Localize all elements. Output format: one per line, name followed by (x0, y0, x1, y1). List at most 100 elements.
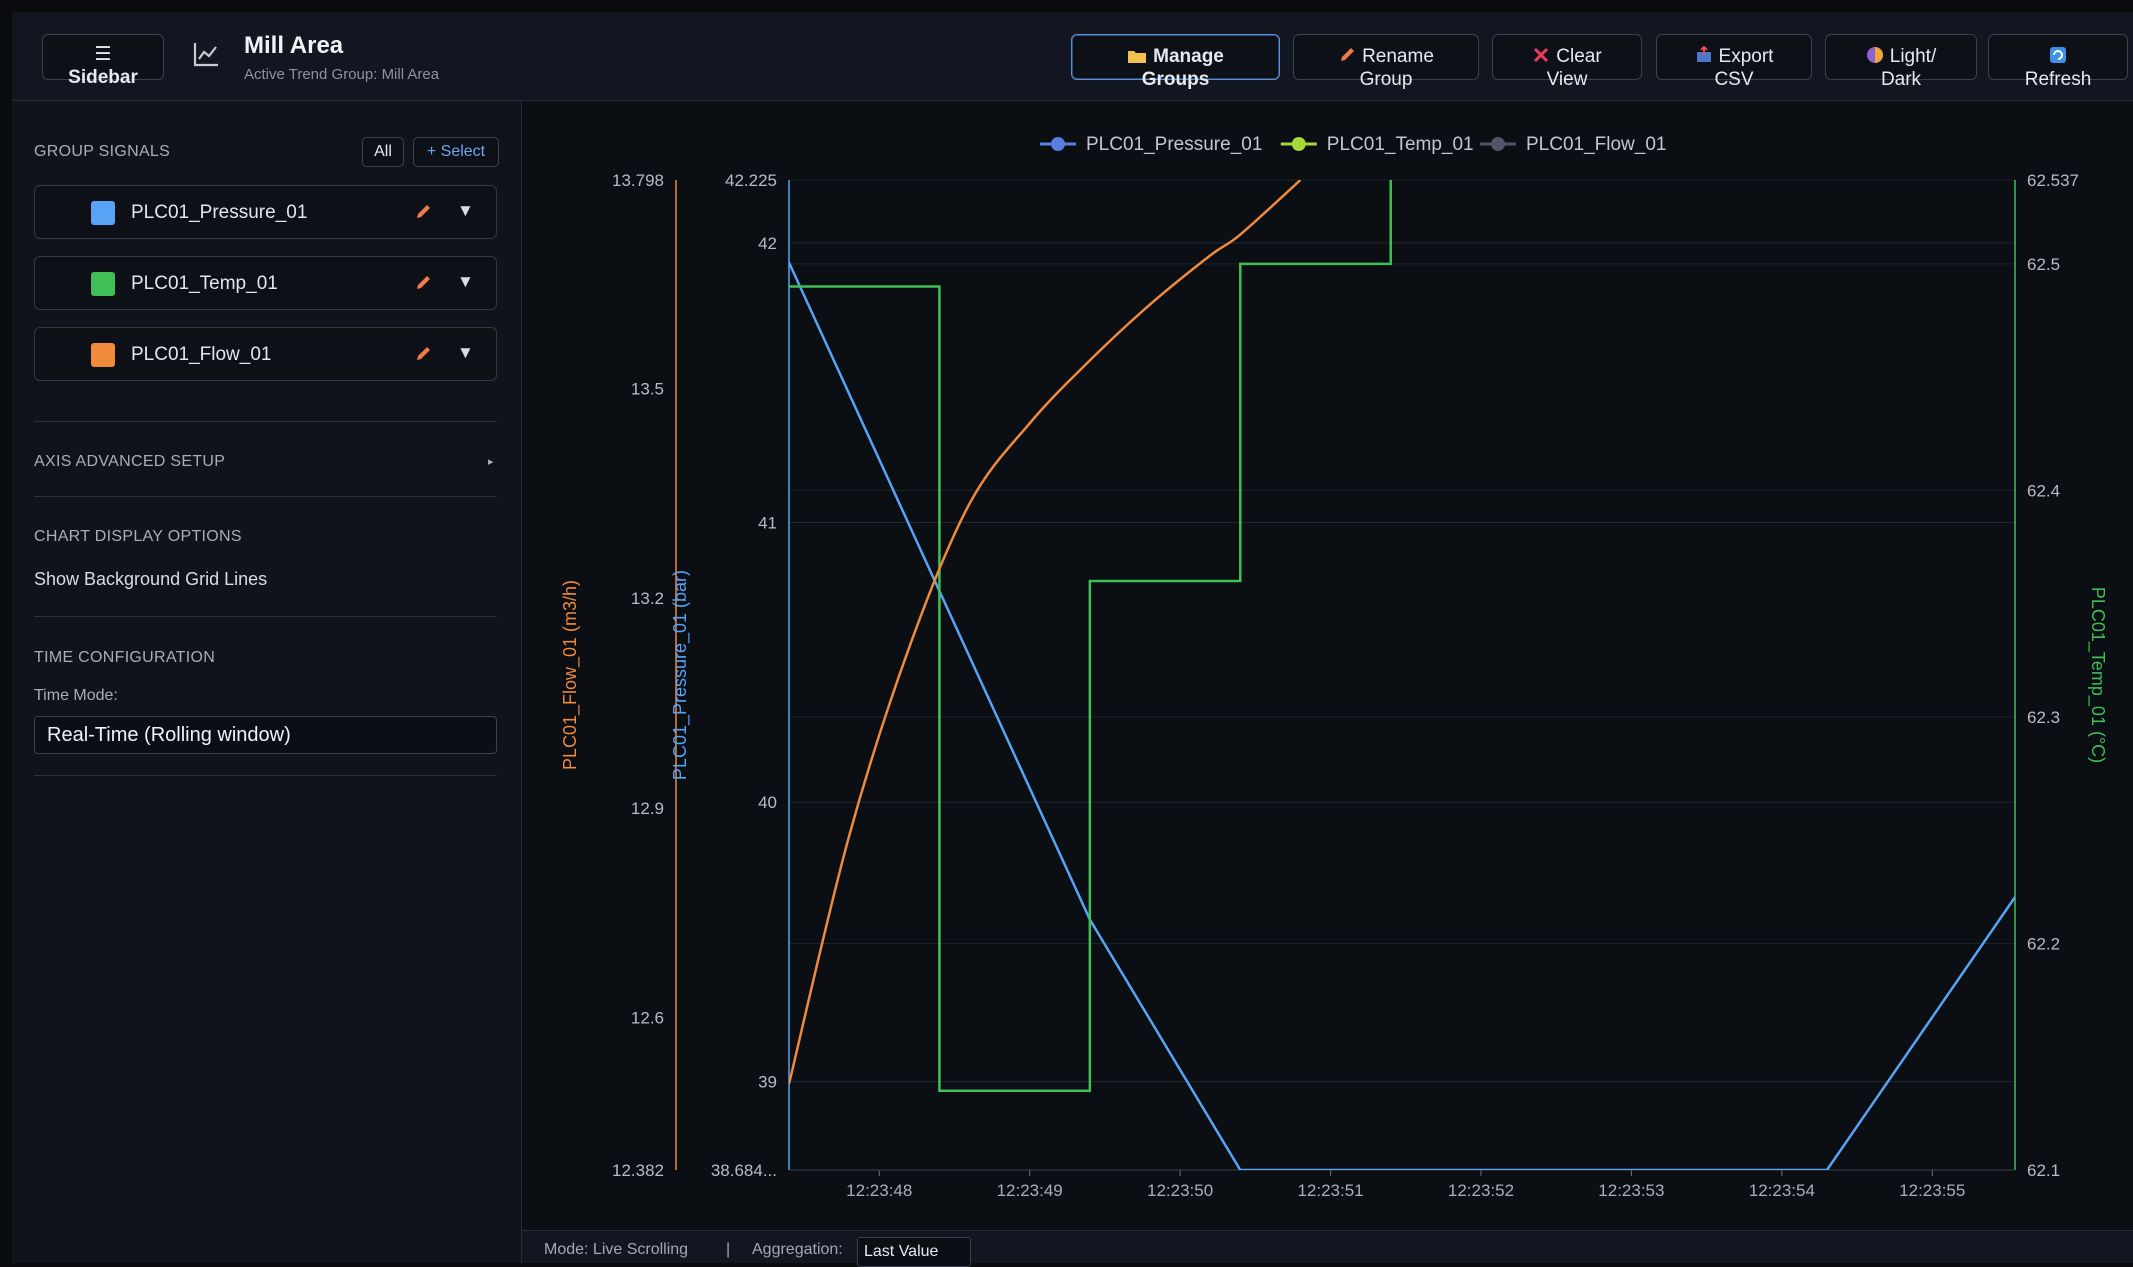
x-tick-label: 12:23:48 (846, 1181, 912, 1200)
mode-status: Mode: Live Scrolling (544, 1241, 689, 1258)
refresh-icon (2050, 47, 2066, 63)
clear-view-label1: Clear (1556, 46, 1602, 67)
show-grid-lines-option[interactable]: Show Background Grid Lines (34, 569, 268, 589)
export-csv-label1: Export (1718, 46, 1774, 67)
pencil-icon[interactable] (415, 344, 433, 362)
sidebar-panel: GROUP SIGNALS All + Select PLC01_Pressur… (12, 101, 522, 1263)
flow-tick-label: 13.2 (631, 589, 664, 608)
pressure-tick-label: 42 (758, 234, 777, 253)
folder-icon (1128, 51, 1147, 63)
flow-tick-label: 12.6 (631, 1009, 664, 1028)
signal-row-pressure[interactable]: PLC01_Pressure_01 ▼ (34, 185, 497, 239)
time-mode-select[interactable]: Real-Time (Rolling window) (34, 716, 497, 754)
chart-panel: 12:23:48 12:23:49 12:23:50 12:23:51 12:23:52… (522, 101, 2133, 1263)
chevron-down-icon[interactable]: ▼ (457, 343, 474, 362)
close-icon (1534, 47, 1549, 63)
temp-tick-label: 62.1 (2027, 1161, 2060, 1180)
divider (34, 421, 497, 422)
pencil-icon (1341, 48, 1355, 61)
x-tick-label: 12:23:50 (1147, 1181, 1213, 1200)
chevron-down-icon[interactable]: ▼ (457, 201, 474, 220)
temp-tick-label: 62.2 (2027, 934, 2060, 953)
pressure-tick-label: 41 (758, 513, 777, 532)
x-tick-label: 12:23:55 (1899, 1181, 1965, 1200)
refresh-button[interactable]: Refresh (1988, 34, 2128, 90)
signal-color-swatch[interactable] (91, 343, 115, 367)
time-mode-label: Time Mode: (34, 687, 118, 704)
trend-chart-icon (193, 43, 218, 67)
page-title: Mill Area (244, 32, 344, 59)
signal-row-temp[interactable]: PLC01_Temp_01 ▼ (34, 256, 497, 310)
pressure-tick-label: 40 (758, 793, 777, 812)
flow-tick-label: 12.9 (631, 799, 664, 818)
group-signals-title: GROUP SIGNALS (34, 143, 171, 160)
clear-view-button[interactable]: Clear View (1492, 34, 1642, 90)
manage-groups-label1: Manage (1153, 46, 1224, 67)
legend-marker (1491, 137, 1505, 151)
series-line-temp (789, 180, 1392, 1092)
chevron-right-icon[interactable]: ▸ (488, 456, 494, 468)
signal-name: PLC01_Pressure_01 (131, 202, 308, 223)
pressure-tick-label: 42.225 (725, 171, 777, 190)
signal-color-swatch[interactable] (91, 272, 115, 296)
x-tick-label: 12:23:49 (997, 1181, 1063, 1200)
signal-row-flow[interactable]: PLC01_Flow_01 ▼ (34, 327, 497, 381)
rename-group-label2: Group (1359, 69, 1413, 90)
x-tick-label: 12:23:52 (1448, 1181, 1514, 1200)
series-line-flow (789, 180, 1302, 1085)
divider (34, 775, 497, 776)
flow-tick-label: 12.382 (612, 1161, 664, 1180)
axis-advanced-setup-toggle[interactable]: AXIS ADVANCED SETUP (34, 453, 226, 470)
legend-label: PLC01_Pressure_01 (1086, 134, 1262, 155)
select-signals-button[interactable]: + Select (413, 137, 499, 167)
aggregation-label: Aggregation: (752, 1241, 843, 1258)
manage-groups-button[interactable]: Manage Groups (1071, 34, 1280, 90)
signal-color-swatch[interactable] (91, 201, 115, 225)
temp-tick-label: 62.3 (2027, 708, 2060, 727)
status-bar: Mode: Live Scrolling | Aggregation: Last… (522, 1230, 2133, 1267)
clear-view-label2: View (1546, 69, 1588, 90)
pencil-icon[interactable] (415, 202, 433, 220)
app-window: ☰ Sidebar Mill Area Active Trend Group: … (12, 12, 2133, 1267)
x-tick-label: 12:23:53 (1598, 1181, 1664, 1200)
legend-marker (1291, 137, 1306, 151)
signal-name: PLC01_Flow_01 (131, 344, 272, 365)
theme-toggle-label2: Dark (1880, 69, 1922, 90)
export-csv-label2: CSV (1714, 69, 1754, 90)
temp-tick-label: 62.5 (2027, 255, 2060, 274)
pencil-icon[interactable] (415, 273, 433, 291)
legend-marker (1051, 137, 1065, 151)
export-csv-button[interactable]: Export CSV (1656, 34, 1812, 90)
temp-axis-title: PLC01_Temp_01 (°C) (2087, 587, 2108, 763)
manage-groups-label2: Groups (1141, 69, 1210, 90)
chart-display-options-title: CHART DISPLAY OPTIONS (34, 528, 242, 545)
sidebar-toggle-label: Sidebar (68, 67, 138, 88)
sidebar-toggle-button[interactable]: ☰ Sidebar (42, 34, 164, 88)
x-tick-label: 12:23:54 (1749, 1181, 1815, 1200)
select-all-button[interactable]: All (362, 137, 404, 167)
page-subtitle: Active Trend Group: Mill Area (244, 66, 440, 83)
chevron-down-icon[interactable]: ▼ (457, 272, 474, 291)
theme-toggle-button[interactable]: Light/ Dark (1825, 34, 1977, 90)
aggregation-select[interactable]: Last Value (857, 1237, 971, 1267)
theme-icon (1866, 47, 1883, 63)
rename-group-label1: Rename (1362, 46, 1434, 67)
trend-chart[interactable]: 12:23:48 12:23:49 12:23:50 12:23:51 12:23:52… (522, 101, 2133, 1243)
x-tick-label: 12:23:51 (1297, 1181, 1363, 1200)
theme-toggle-label1: Light/ (1889, 46, 1937, 67)
divider (34, 616, 497, 617)
status-separator: | (726, 1241, 731, 1258)
temp-tick-label: 62.537 (2027, 171, 2079, 190)
divider (34, 496, 497, 497)
legend-label: PLC01_Flow_01 (1526, 134, 1666, 155)
time-configuration-title: TIME CONFIGURATION (34, 649, 216, 666)
hamburger-icon: ☰ (94, 44, 112, 65)
rename-group-button[interactable]: Rename Group (1293, 34, 1479, 90)
legend-label: PLC01_Temp_01 (1327, 134, 1474, 155)
flow-tick-label: 13.5 (631, 379, 664, 398)
pressure-tick-label: 38.684... (711, 1161, 777, 1180)
pressure-axis-title: PLC01_Pressure_01 (bar) (670, 570, 691, 780)
title-block: Mill Area Active Trend Group: Mill Area (244, 32, 439, 83)
pressure-tick-label: 39 (758, 1073, 777, 1092)
flow-axis-title: PLC01_Flow_01 (m3/h) (560, 580, 581, 770)
